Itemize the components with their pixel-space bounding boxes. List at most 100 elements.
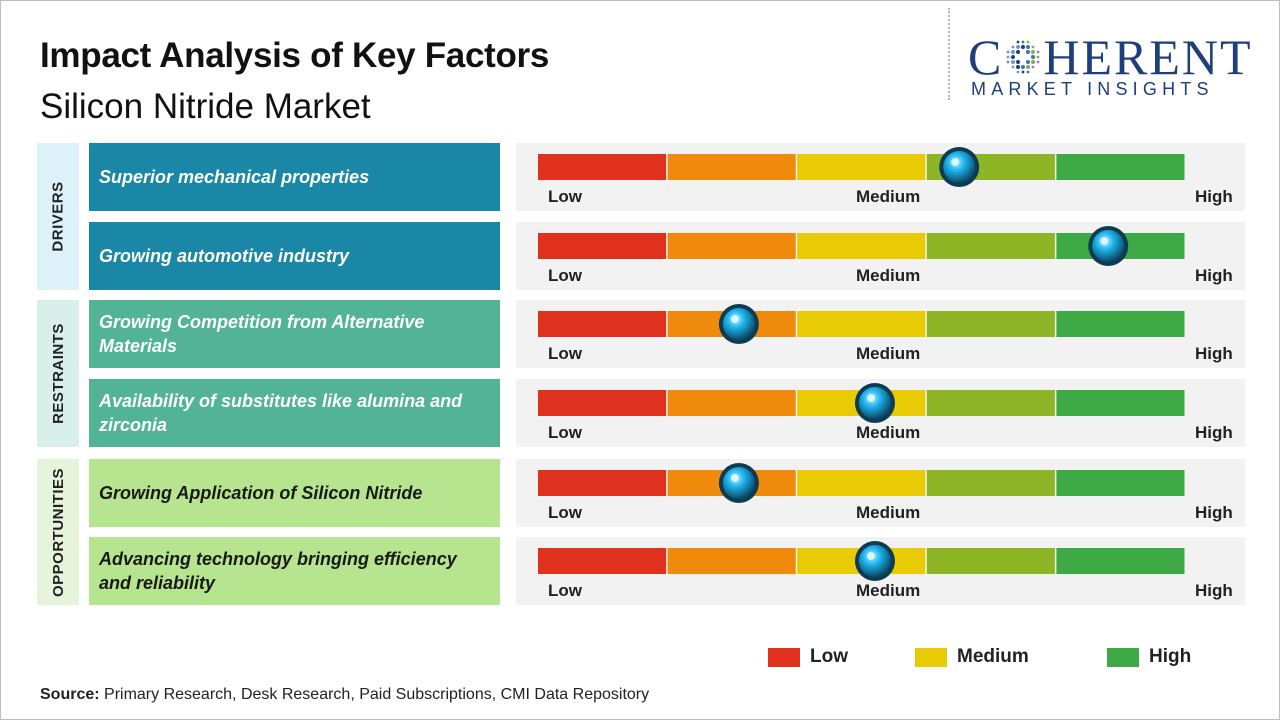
gauge-segment [797, 470, 926, 496]
logo-dot [1026, 70, 1030, 74]
gauge-segment [926, 311, 1055, 337]
gauge-segment [1056, 311, 1185, 337]
gauge-segment [1056, 390, 1185, 416]
logo-dot [1031, 55, 1036, 59]
gauge-knob-highlight [1100, 237, 1109, 245]
gauge-segment [926, 548, 1055, 574]
logo-dot [1021, 40, 1025, 44]
logo-globe-icon [1006, 40, 1040, 74]
gauge-segment [797, 311, 926, 337]
logo-dot [1036, 60, 1040, 64]
gauge-segment [667, 154, 796, 180]
gauge-panel: Low Medium High [516, 222, 1245, 290]
logo-dot [1011, 60, 1016, 64]
gauge-knob [722, 467, 755, 499]
gauge-bar [538, 463, 1185, 503]
gauge-medium-label: Medium [856, 187, 921, 206]
category-restraints: RESTRAINTS [37, 300, 79, 447]
source-text: Primary Research, Desk Research, Paid Su… [99, 686, 650, 703]
logo-dot [1021, 65, 1026, 69]
gauge-low-label: Low [548, 503, 582, 522]
logo-dot [1011, 45, 1015, 49]
gauge-bar [538, 383, 1185, 423]
gauge-segment [538, 470, 667, 496]
logo-dot [1006, 50, 1010, 54]
logo-dot [1036, 55, 1040, 59]
category-opportunities: OPPORTUNITIES [37, 459, 79, 605]
gauge-knob-highlight [730, 474, 739, 482]
logo-dot [1016, 70, 1020, 74]
gauge-panel: Low Medium High [516, 537, 1245, 605]
legend-swatch [915, 647, 947, 667]
gauge-medium-label: Medium [856, 503, 921, 522]
logo-dot [1036, 50, 1040, 54]
gauge-segment [926, 390, 1055, 416]
legend-label: Medium [957, 646, 1029, 667]
gauge-knob-highlight [866, 394, 875, 402]
logo-divider [948, 8, 950, 100]
gauge-low-label: Low [548, 187, 582, 206]
gauge-segment [538, 154, 667, 180]
gauge-medium-label: Medium [856, 344, 921, 363]
brand-logo: C HERENT [968, 28, 1253, 86]
gauge-segment [538, 311, 667, 337]
gauge-panel: Low Medium High [516, 300, 1245, 368]
page-subtitle: Silicon Nitride Market [40, 87, 371, 126]
gauge-knob-highlight [866, 552, 875, 560]
gauge-segment [926, 233, 1055, 259]
logo-letters: HERENT [1043, 29, 1253, 85]
gauge-high-label: High [1195, 187, 1233, 206]
logo-dot [1016, 50, 1021, 54]
logo-dot [1011, 50, 1016, 54]
gauge-knob-highlight [951, 158, 960, 166]
logo-dot [1006, 60, 1010, 64]
gauge-knob [943, 151, 976, 183]
logo-dot [1011, 65, 1015, 69]
gauge-high-label: High [1195, 581, 1233, 600]
category-label-opportunities: OPPORTUNITIES [49, 467, 67, 597]
logo-dot [1016, 60, 1021, 64]
gauge-segment [538, 233, 667, 259]
legend-label: High [1149, 646, 1192, 667]
factor-label: Availability of substitutes like alumina… [89, 379, 500, 447]
logo-dot [1026, 40, 1030, 44]
category-label-restraints: RESTRAINTS [49, 323, 67, 424]
gauge-panel: Low Medium High [516, 379, 1245, 447]
factor-label: Growing Competition from Alternative Mat… [89, 300, 500, 368]
gauge-segment [1056, 548, 1185, 574]
gauge-knob [1092, 230, 1125, 262]
logo-dot [1026, 60, 1031, 64]
gauge-medium-label: Medium [856, 581, 921, 600]
logo-dot [1031, 45, 1035, 49]
gauge-low-label: Low [548, 266, 582, 285]
page-title: Impact Analysis of Key Factors [40, 36, 550, 75]
logo-dot [1011, 55, 1016, 59]
legend-swatch [768, 647, 800, 667]
category-drivers: DRIVERS [37, 143, 79, 290]
logo-dot [1031, 65, 1035, 69]
gauge-segment [538, 548, 667, 574]
gauge-high-label: High [1195, 423, 1233, 442]
legend-swatch [1107, 647, 1139, 667]
logo-dot [1021, 45, 1026, 49]
gauge-medium-label: Medium [856, 266, 921, 285]
gauge-panel: Low Medium High [516, 459, 1245, 527]
logo-dot [1016, 40, 1020, 44]
logo-dot [1006, 55, 1010, 59]
factor-label: Advancing technology bringing efficiency… [89, 537, 500, 605]
gauge-segment [667, 233, 796, 259]
gauge-low-label: Low [548, 423, 582, 442]
logo-dot [1031, 50, 1036, 54]
logo-dot [1026, 65, 1031, 69]
gauge-knob-highlight [730, 315, 739, 323]
logo-dot [1016, 45, 1021, 49]
legend-label: Low [810, 646, 848, 667]
gauge-bar [538, 147, 1185, 187]
gauge-knob [858, 387, 891, 419]
gauge-knob [722, 308, 755, 340]
legend-low: Low [768, 646, 848, 668]
gauge-segment [926, 470, 1055, 496]
legend-medium: Medium [915, 646, 1029, 668]
gauge-knob [858, 545, 891, 577]
gauge-segment [667, 548, 796, 574]
